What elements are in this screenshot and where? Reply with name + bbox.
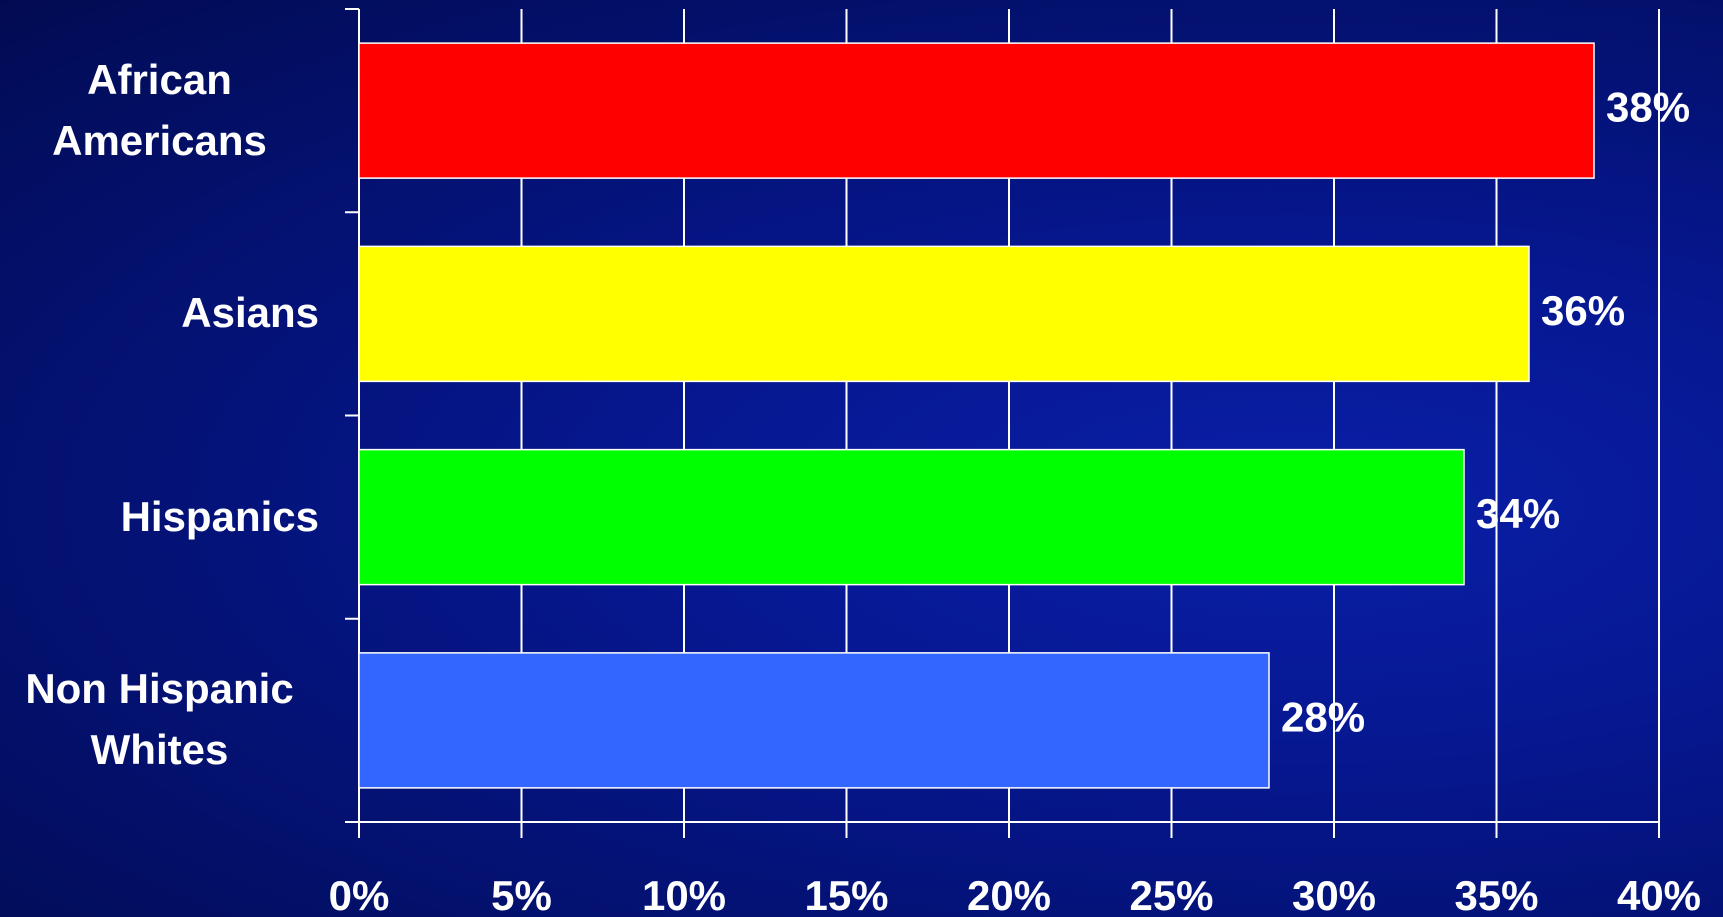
x-tick-label: 40% [1617,872,1701,917]
bar [358,448,1465,586]
x-tick-label: 0% [329,872,390,917]
category-label-box: Hispanics [0,417,319,617]
value-label: 34% [1476,490,1560,537]
y-tick-label: Asians [181,289,319,337]
x-tick-label: 10% [642,872,726,917]
x-tick-label: 35% [1454,872,1538,917]
value-label: 36% [1541,287,1625,334]
category-label-box: African Americans [0,11,319,211]
x-tick-label: 25% [1129,872,1213,917]
x-tick-label: 15% [804,872,888,917]
value-label: 38% [1606,84,1690,131]
y-tick-label: African Americans [52,55,267,164]
category-label-box: Non Hispanic Whites [0,620,319,820]
bar [358,652,1270,789]
x-tick-label: 30% [1292,872,1376,917]
x-tick-label: 5% [491,872,552,917]
bar [358,42,1595,179]
bar [358,245,1530,383]
y-tick-label: Non Hispanic Whites [25,665,294,774]
y-tick-label: Hispanics [120,492,319,540]
category-label-box: Asians [0,214,319,414]
value-label: 28% [1281,693,1365,740]
x-tick-label: 20% [967,872,1051,917]
